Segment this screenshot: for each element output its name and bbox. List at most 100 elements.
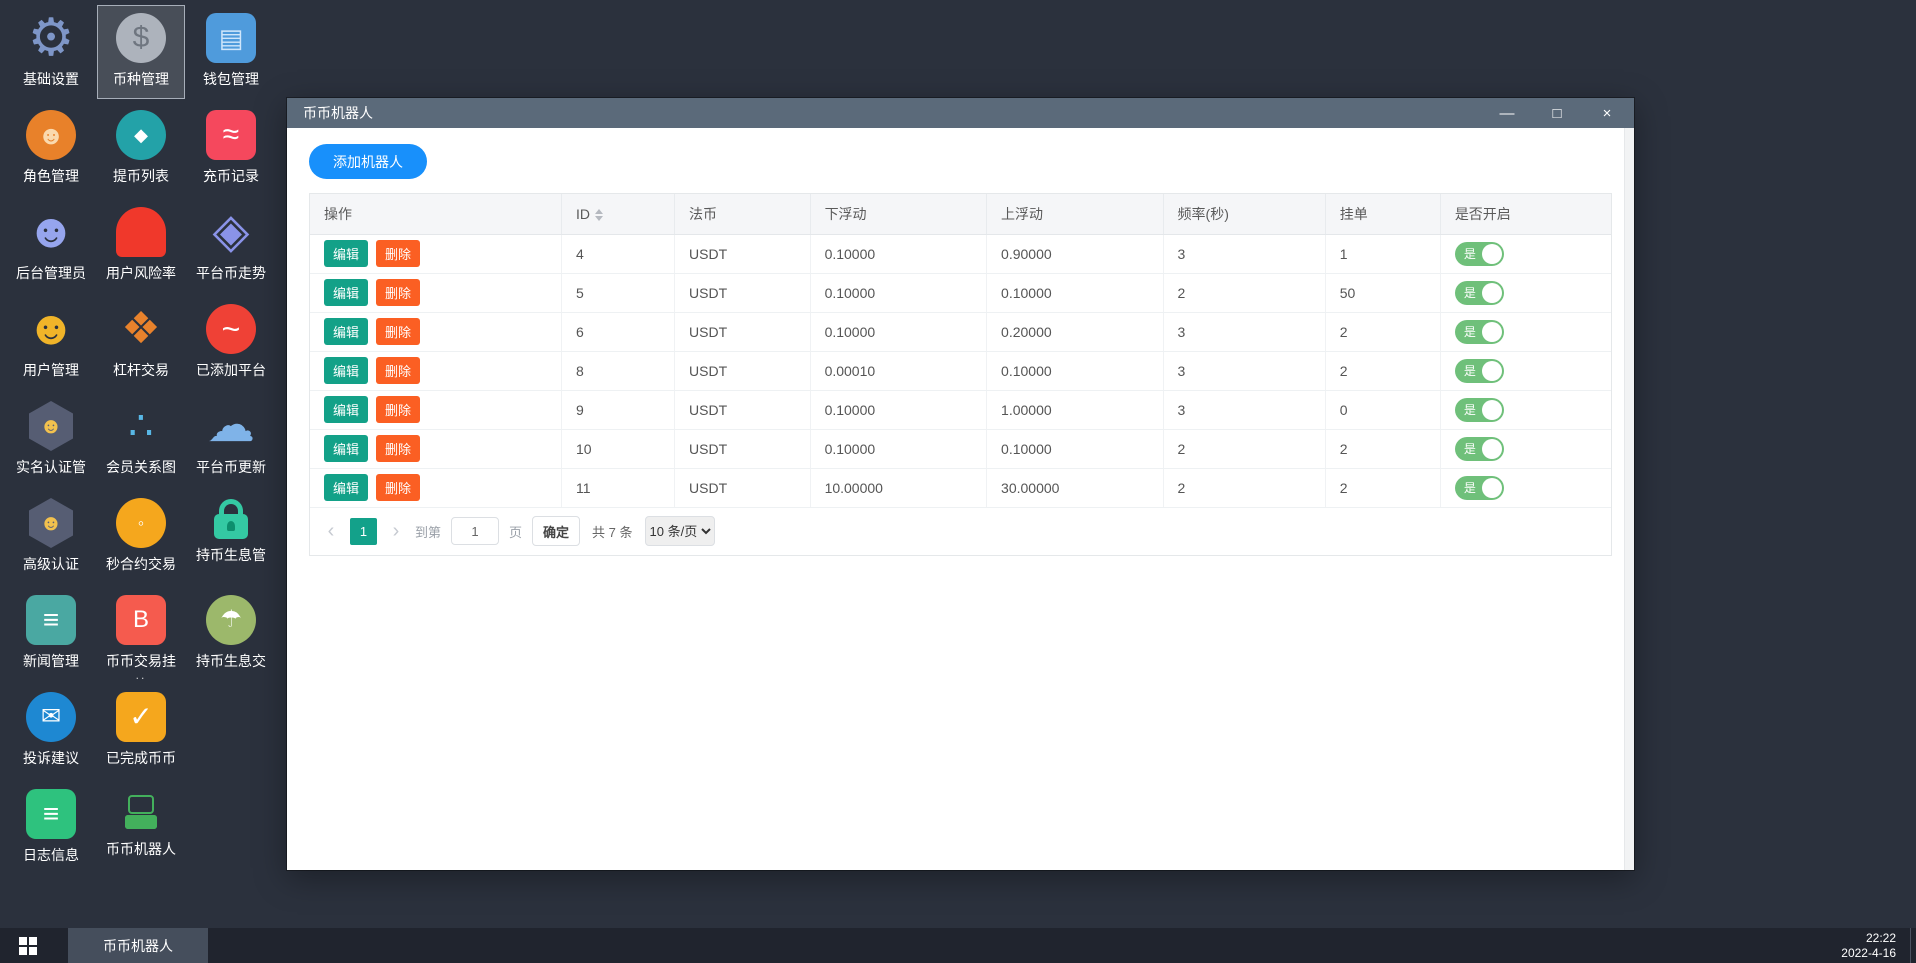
table-row: 编辑 删除 10 USDT 0.10000 0.10000 2 2 是 <box>310 429 1611 469</box>
deposit-icon: ≈ <box>206 110 256 160</box>
window-scrollbar[interactable] <box>1624 128 1634 870</box>
enabled-cell: 是 <box>1440 273 1611 313</box>
current-page-button[interactable]: 1 <box>350 517 377 545</box>
delete-button[interactable]: 删除 <box>376 318 421 345</box>
enabled-toggle[interactable]: 是 <box>1454 241 1504 266</box>
next-page-button[interactable]: › <box>392 520 400 542</box>
delete-button[interactable]: 删除 <box>376 279 421 306</box>
float-up-cell: 0.90000 <box>986 234 1164 274</box>
table-row: 编辑 删除 8 USDT 0.00010 0.10000 3 2 是 <box>310 351 1611 391</box>
add-robot-button[interactable]: 添加机器人 <box>309 144 427 179</box>
desktop-item-hold-interest-trade[interactable]: ☂ 持币生息交 <box>188 588 274 680</box>
currency-cell: USDT <box>674 234 811 274</box>
edit-button[interactable]: 编辑 <box>324 474 369 501</box>
desktop-item-completed-trades[interactable]: ✓ 已完成币币 <box>98 685 184 777</box>
desktop-item-user-management[interactable]: ☻ 用户管理 <box>23 302 79 379</box>
check-icon: ✓ <box>116 692 166 742</box>
id-cell: 8 <box>561 351 676 391</box>
delete-button[interactable]: 删除 <box>376 435 421 462</box>
enabled-toggle[interactable]: 是 <box>1454 436 1504 461</box>
desktop-item-basic-settings[interactable]: ⚙ 基础设置 <box>23 9 79 87</box>
taskbar-clock[interactable]: 22:22 2022-4-16 <box>1841 928 1910 963</box>
enabled-toggle[interactable]: 是 <box>1454 358 1504 383</box>
umbrella-icon: ☂ <box>206 595 256 645</box>
maximize-button[interactable]: □ <box>1552 104 1562 122</box>
close-button[interactable]: × <box>1602 104 1612 122</box>
enabled-toggle[interactable]: 是 <box>1454 475 1504 500</box>
sort-icon[interactable] <box>594 209 603 222</box>
window-titlebar[interactable]: 币币机器人 — □ × <box>287 98 1634 128</box>
toggle-knob <box>1481 399 1502 420</box>
desktop-item-wallet-management[interactable]: ▤ 钱包管理 <box>188 6 274 98</box>
total-count: 共 7 条 <box>592 524 633 540</box>
enabled-toggle[interactable]: 是 <box>1454 397 1504 422</box>
table-row: 编辑 删除 6 USDT 0.10000 0.20000 3 2 是 <box>310 312 1611 352</box>
enabled-cell: 是 <box>1440 468 1611 508</box>
delete-button[interactable]: 删除 <box>376 357 421 384</box>
desktop-item-platform-coin-trend[interactable]: ◈ 平台币走势 <box>196 205 266 282</box>
pagination: ‹ 1 › 到第 页 确定 共 7 条 10 条/页 <box>310 508 1611 555</box>
desktop-item-coin-trade-orders[interactable]: B 币币交易挂 .. <box>98 588 184 682</box>
enabled-cell: 是 <box>1440 429 1611 469</box>
desktop-item-coin-management[interactable]: $ 币种管理 <box>97 5 185 99</box>
currency-cell: USDT <box>674 468 811 508</box>
table-header-row: 操作 ID 法币 下浮动 上浮动 频率(秒) 挂单 是否开启 <box>310 194 1611 235</box>
desktop-item-member-relation-graph[interactable]: ∴ 会员关系图 <box>98 394 184 486</box>
desktop-item-log-info[interactable]: ≡ 日志信息 <box>8 782 94 874</box>
desktop-item-advanced-kyc[interactable]: ☻ 高级认证 <box>8 491 94 583</box>
delete-button[interactable]: 删除 <box>376 240 421 267</box>
orders-cell: 2 <box>1325 312 1441 352</box>
actions-cell: 编辑 删除 <box>310 312 562 352</box>
edit-button[interactable]: 编辑 <box>324 240 369 267</box>
edit-button[interactable]: 编辑 <box>324 435 369 462</box>
desktop-item-role-management[interactable]: ☻ 角色管理 <box>8 103 94 195</box>
desktop-item-leverage-trading[interactable]: ❖ 杠杆交易 <box>113 304 169 379</box>
desktop-item-admin-accounts[interactable]: ☻ 后台管理员 <box>16 205 86 282</box>
edit-button[interactable]: 编辑 <box>324 318 369 345</box>
desktop-item-news-management[interactable]: ≡ 新闻管理 <box>8 588 94 680</box>
id-cell: 5 <box>561 273 676 313</box>
desktop-item-kyc-management[interactable]: ☻ 实名认证管 <box>8 394 94 486</box>
desktop-item-withdraw-list[interactable]: ◆ 提币列表 <box>98 103 184 195</box>
actions-cell: 编辑 删除 <box>310 429 562 469</box>
column-header-currency: 法币 <box>674 194 811 235</box>
withdraw-icon: ◆ <box>116 110 166 160</box>
desktop-item-deposit-records[interactable]: ≈ 充币记录 <box>188 103 274 195</box>
frequency-cell: 3 <box>1163 351 1326 391</box>
delete-button[interactable]: 删除 <box>376 474 421 501</box>
float-down-cell: 0.10000 <box>810 312 988 352</box>
minimize-button[interactable]: — <box>1499 104 1515 122</box>
taskbar-item-robot[interactable]: 币币机器人 <box>68 928 208 963</box>
show-desktop-button[interactable] <box>1910 928 1916 963</box>
toggle-knob <box>1481 477 1502 498</box>
column-header-float-up: 上浮动 <box>986 194 1164 235</box>
desktop-item-coin-robot[interactable]: 币币机器人 <box>98 782 184 874</box>
edit-button[interactable]: 编辑 <box>324 396 369 423</box>
float-down-cell: 0.00010 <box>810 351 988 391</box>
desktop-item-user-risk-rate[interactable]: 用户风险率 <box>98 200 184 292</box>
network-icon: ∴ <box>128 404 154 448</box>
goto-page-input[interactable] <box>451 517 500 545</box>
enabled-toggle[interactable]: 是 <box>1454 319 1504 344</box>
table-row: 编辑 删除 11 USDT 10.00000 30.00000 2 2 是 <box>310 468 1611 508</box>
icon-label-overflow: .. <box>135 668 147 682</box>
actions-cell: 编辑 删除 <box>310 351 562 391</box>
desktop-item-added-platforms[interactable]: ~ 已添加平台 <box>188 297 274 389</box>
desktop-item-seconds-contract[interactable]: ◦ 秒合约交易 <box>98 491 184 583</box>
currency-cell: USDT <box>674 429 811 469</box>
confirm-button[interactable]: 确定 <box>532 516 581 546</box>
toggle-label: 是 <box>1463 481 1476 495</box>
delete-button[interactable]: 删除 <box>376 396 421 423</box>
prev-page-button[interactable]: ‹ <box>327 520 335 542</box>
desktop-item-complaints[interactable]: ✉ 投诉建议 <box>8 685 94 777</box>
desktop-item-platform-coin-update[interactable]: ☁ 平台币更新 <box>196 399 266 476</box>
frequency-cell: 3 <box>1163 234 1326 274</box>
robot-window: 币币机器人 — □ × 添加机器人 操作 ID 法币 下浮动 上浮动 频率(秒) 挂单 是否开… <box>287 98 1634 870</box>
edit-button[interactable]: 编辑 <box>324 279 369 306</box>
edit-button[interactable]: 编辑 <box>324 357 369 384</box>
start-button[interactable] <box>0 928 56 963</box>
enabled-toggle[interactable]: 是 <box>1454 280 1504 305</box>
desktop-item-hold-interest-management[interactable]: 持币生息管 <box>188 491 274 583</box>
page-size-select[interactable]: 10 条/页 <box>644 516 715 546</box>
frequency-cell: 2 <box>1163 429 1326 469</box>
